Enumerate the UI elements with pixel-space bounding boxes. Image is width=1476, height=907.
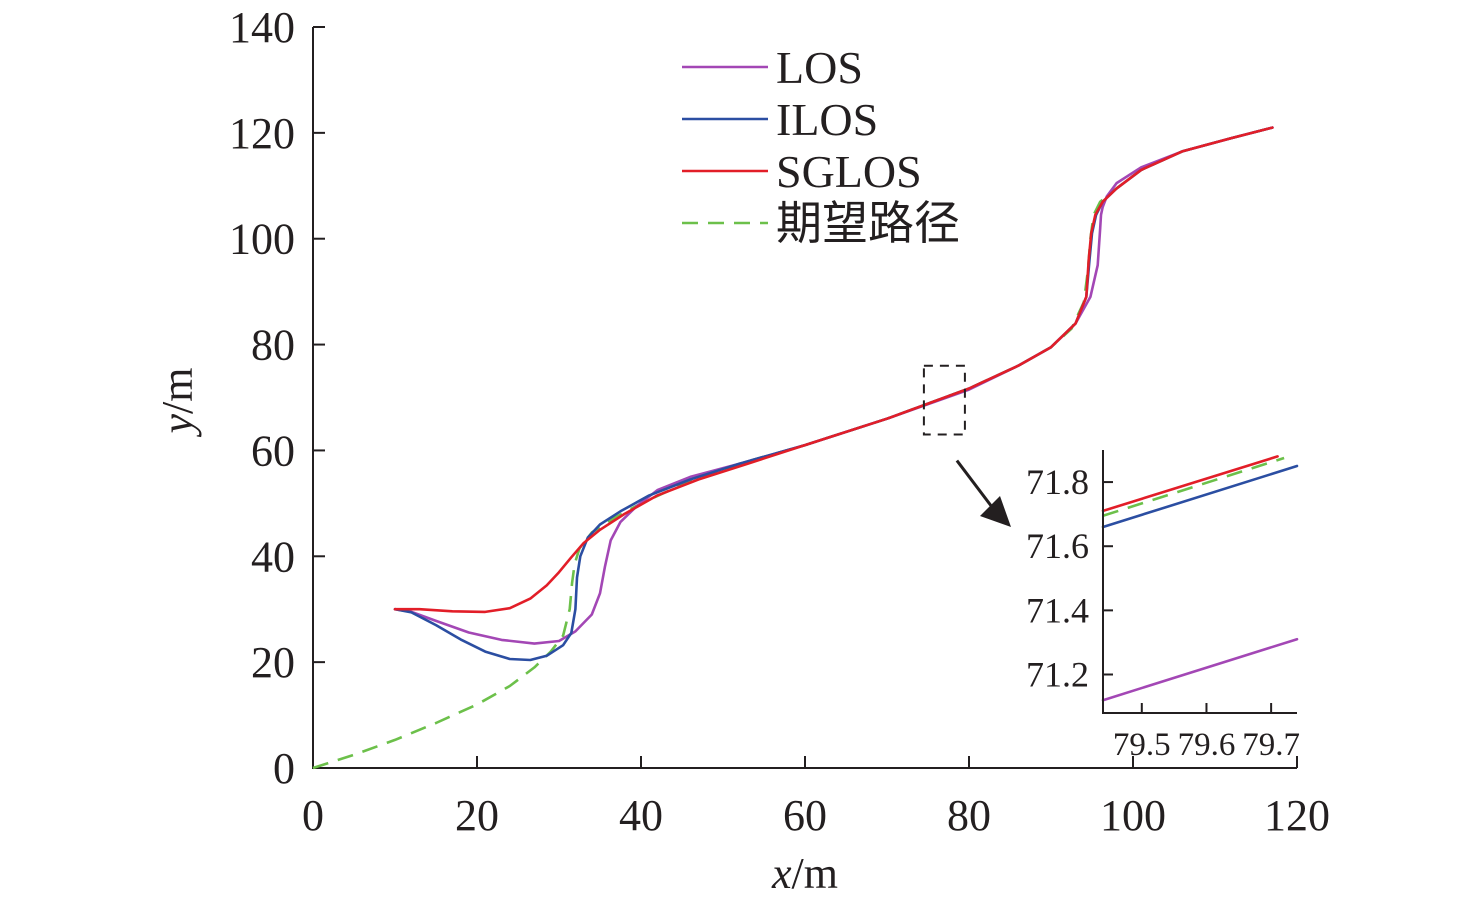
inset-y-tick-label: 71.8: [1026, 462, 1089, 502]
legend-label-series-3: 期望路径: [776, 198, 960, 249]
inset-y-tick-label: 71.6: [1026, 526, 1089, 566]
zoom-indicator: [922, 364, 1011, 527]
x-axis-label: x/m: [771, 849, 838, 898]
x-axis-label-var: x: [771, 849, 792, 898]
y-tick-label: 40: [251, 532, 295, 581]
y-tick-label: 140: [229, 3, 295, 52]
main-plot: 0 20 40 60 80 100 120 0 20 40 60 80 100 120 140: [229, 3, 1330, 840]
inset-x-tick-label: 79.5: [1113, 727, 1171, 763]
inset-series-line-series-0: [1102, 456, 1285, 518]
y-axis-label: y/m: [153, 368, 202, 438]
main-series-group: [312, 126, 1274, 770]
inset-y-tick-label: 71.4: [1026, 590, 1089, 630]
inset-series-line-los: [1101, 637, 1299, 702]
y-tick-label: 0: [273, 744, 295, 793]
x-axis-label-unit: /m: [792, 849, 838, 898]
inset-series-line-sglos: [1101, 455, 1279, 513]
y-tick-label: 60: [251, 426, 295, 475]
inset-axes: [1102, 450, 1297, 714]
inset-y-tick-label: 71.2: [1026, 655, 1089, 695]
x-tick-label: 100: [1100, 791, 1166, 840]
y-tick-label: 80: [251, 321, 295, 370]
y-tick-label: 20: [251, 638, 295, 687]
legend-label-sglos: SGLOS: [776, 146, 922, 197]
zoom-arrow-shaft: [955, 459, 997, 512]
x-tick-label: 80: [947, 791, 991, 840]
legend-label-los: LOS: [776, 42, 863, 93]
inset-x-tick-label: 79.6: [1178, 727, 1236, 763]
inset-background: [1101, 450, 1297, 715]
y-axis-label-unit: /m: [153, 368, 202, 414]
zoom-box: [922, 364, 966, 436]
inset-series-line-ilos: [1101, 464, 1299, 529]
x-tick-label: 120: [1264, 791, 1330, 840]
x-tick-label: 60: [783, 791, 827, 840]
x-tick-label: 40: [619, 791, 663, 840]
legend-label-ilos: ILOS: [776, 94, 878, 145]
y-tick-label: 100: [229, 215, 295, 264]
inset-series-group: [1101, 455, 1299, 702]
y-axis-label-var: y: [153, 413, 202, 437]
x-tick-label: 0: [302, 791, 324, 840]
y-tick-label: 120: [229, 109, 295, 158]
x-tick-label: 20: [455, 791, 499, 840]
inset-x-tick-label: 79.7: [1242, 727, 1300, 763]
main-series-line-sglos: [393, 126, 1274, 614]
inset-plot: 79.5 79.6 79.7 71.2 71.4 71.6 71.8: [1026, 450, 1300, 763]
zoom-arrow-head: [980, 496, 1011, 527]
